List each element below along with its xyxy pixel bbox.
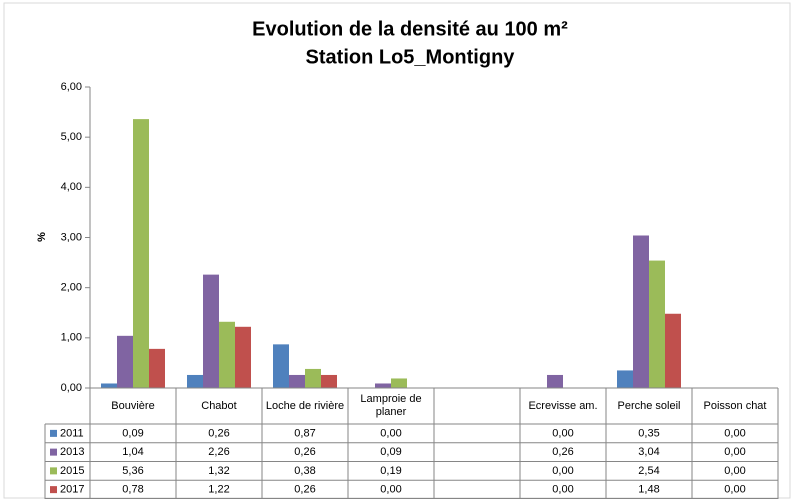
legend-swatch (50, 448, 57, 456)
table-value: 0,38 (294, 465, 315, 477)
bar (633, 235, 649, 388)
bar (617, 370, 633, 388)
table-value: 0,09 (122, 427, 143, 439)
table-value: 1,32 (208, 465, 229, 477)
table-value: 0,00 (724, 427, 745, 439)
y-tick-label: 3,00 (61, 231, 82, 243)
table-value: 0,00 (552, 465, 573, 477)
category-cell: Bouvière (111, 399, 155, 412)
bar (219, 321, 235, 388)
bar (117, 335, 133, 388)
bar (547, 374, 563, 388)
bar (101, 383, 117, 388)
legend-label: 2013 (60, 446, 84, 458)
x-tick-label: Ecrevisse am. (528, 399, 598, 412)
y-tick-label: 2,00 (61, 282, 82, 294)
category-cell: Chabot (201, 399, 237, 412)
table-value: 0,19 (380, 465, 401, 477)
bar (235, 326, 251, 388)
table-value: 0,00 (380, 484, 401, 496)
table-value: 2,54 (638, 465, 659, 477)
bar (391, 378, 407, 388)
legend-label: 2017 (60, 484, 84, 496)
y-tick-label: 5,00 (61, 131, 82, 143)
bar (149, 348, 165, 388)
category-cell: Perche soleil (617, 399, 681, 412)
table-value: 0,00 (552, 427, 573, 439)
table-value: 3,04 (638, 446, 659, 458)
bar (375, 383, 391, 388)
bar (289, 374, 305, 388)
table-value: 0,26 (294, 484, 315, 496)
legend-swatch (50, 467, 57, 475)
table-value: 0,26 (294, 446, 315, 458)
y-tick-label: 6,00 (61, 81, 82, 93)
table-value: 5,36 (122, 465, 143, 477)
table-value: 1,22 (208, 484, 229, 496)
y-tick-label: 4,00 (61, 181, 82, 193)
table-value: 0,35 (638, 427, 659, 439)
chart-subtitle: Station Lo5_Montigny (306, 46, 516, 68)
chart-title: Evolution de la densité au 100 m² (252, 18, 568, 40)
bar (203, 274, 219, 388)
table-value: 0,00 (724, 484, 745, 496)
table-value: 0,78 (122, 484, 143, 496)
bar (133, 119, 149, 389)
legend-swatch (50, 486, 57, 494)
x-tick-label: Chabot (201, 399, 237, 412)
table-value: 0,00 (380, 427, 401, 439)
y-tick-label: 1,00 (61, 332, 82, 344)
table-value: 0,26 (552, 446, 573, 458)
y-tick-label: 0,00 (61, 382, 82, 394)
y-axis-label: % (36, 232, 48, 242)
table-value: 0,00 (724, 465, 745, 477)
table-value: 0,09 (380, 446, 401, 458)
category-cell: Loche de rivière (265, 399, 345, 412)
category-cell: Lamproie de planer (360, 393, 422, 418)
category-cell (436, 388, 518, 424)
legend-label: 2011 (60, 427, 84, 439)
table-value: 2,26 (208, 446, 229, 458)
x-tick-label: Lamproie de planer (360, 393, 422, 418)
legend-label: 2015 (60, 465, 84, 477)
bar (649, 260, 665, 388)
table-value: 0,00 (724, 446, 745, 458)
x-tick-label: Poisson chat (703, 399, 767, 412)
table-value: 0,26 (208, 427, 229, 439)
bar (665, 313, 681, 388)
x-tick-label: Loche de rivière (265, 399, 345, 412)
bar (273, 344, 289, 388)
x-tick-label: Bouvière (111, 399, 155, 412)
category-cell: Ecrevisse am. (528, 399, 598, 412)
bar (321, 374, 337, 388)
legend-swatch (50, 429, 57, 437)
category-cell: Poisson chat (703, 399, 767, 412)
table-value: 0,87 (294, 427, 315, 439)
table-value: 0,00 (552, 484, 573, 496)
bar (187, 374, 203, 388)
x-tick-label: Perche soleil (617, 399, 681, 412)
bar (305, 368, 321, 388)
table-value: 1,48 (638, 484, 659, 496)
x-tick-label (436, 388, 518, 424)
table-value: 1,04 (122, 446, 143, 458)
